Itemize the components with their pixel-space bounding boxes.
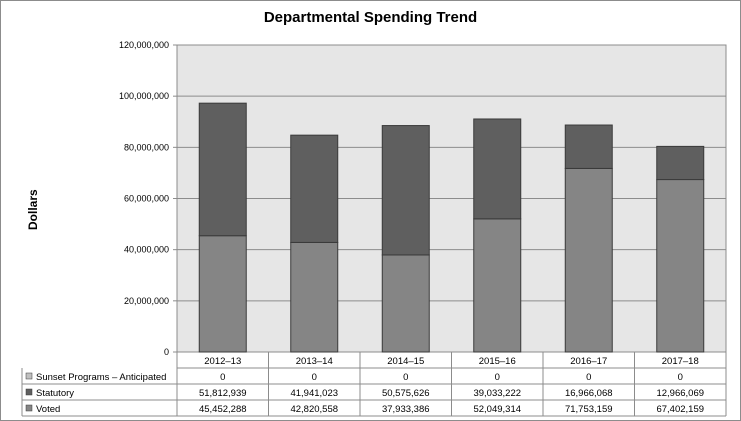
bar-statutory-5 xyxy=(656,145,705,181)
legend-label: Voted xyxy=(36,404,60,415)
x-tick-label: 2014–15 xyxy=(387,356,424,367)
data-label: 39,033,222 xyxy=(473,388,521,399)
legend-swatch xyxy=(25,372,33,380)
bar-statutory-3 xyxy=(473,118,522,220)
y-tick-label: 120,000,000 xyxy=(119,40,169,50)
data-label: 0 xyxy=(220,372,225,383)
bar-statutory-0 xyxy=(198,102,247,237)
bar-voted-4 xyxy=(564,167,613,353)
bar-voted-1 xyxy=(290,241,339,353)
data-label: 41,941,023 xyxy=(290,388,338,399)
x-tick-label: 2015–16 xyxy=(479,356,516,367)
data-label: 0 xyxy=(403,372,408,383)
data-label: 0 xyxy=(586,372,591,383)
y-tick-label: 40,000,000 xyxy=(124,245,169,255)
chart-title: Departmental Spending Trend xyxy=(263,9,478,26)
bar-statutory-2 xyxy=(381,125,430,256)
legend-swatch xyxy=(25,404,33,412)
y-tick-label: 0 xyxy=(164,347,169,357)
data-label: 51,812,939 xyxy=(199,388,247,399)
data-label: 45,452,288 xyxy=(199,404,247,415)
y-tick-label: 20,000,000 xyxy=(124,296,169,306)
bar-statutory-4 xyxy=(564,124,613,169)
data-label: 50,575,626 xyxy=(382,388,430,399)
data-label: 0 xyxy=(312,372,317,383)
bar-voted-5 xyxy=(656,179,705,353)
legend-label: Statutory xyxy=(36,388,74,399)
data-label: 0 xyxy=(678,372,683,383)
bar-voted-0 xyxy=(198,235,247,353)
data-label: 16,966,068 xyxy=(565,388,613,399)
data-label: 71,753,159 xyxy=(565,404,613,415)
legend-label: Sunset Programs – Anticipated xyxy=(36,372,166,383)
data-label: 12,966,069 xyxy=(656,388,704,399)
x-tick-label: 2016–17 xyxy=(570,356,607,367)
x-tick-label: 2017–18 xyxy=(662,356,699,367)
bar-statutory-1 xyxy=(290,134,339,243)
y-tick-label: 60,000,000 xyxy=(124,194,169,204)
data-label: 37,933,386 xyxy=(382,404,430,415)
legend-swatch xyxy=(25,388,33,396)
data-label: 67,402,159 xyxy=(656,404,704,415)
data-label: 52,049,314 xyxy=(473,404,521,415)
data-label: 0 xyxy=(495,372,500,383)
y-tick-label: 80,000,000 xyxy=(124,142,169,152)
y-tick-label: 100,000,000 xyxy=(119,91,169,101)
x-tick-label: 2013–14 xyxy=(296,356,333,367)
bar-voted-3 xyxy=(473,218,522,353)
x-tick-label: 2012–13 xyxy=(204,356,241,367)
bar-voted-2 xyxy=(381,254,430,353)
data-label: 42,820,558 xyxy=(290,404,338,415)
